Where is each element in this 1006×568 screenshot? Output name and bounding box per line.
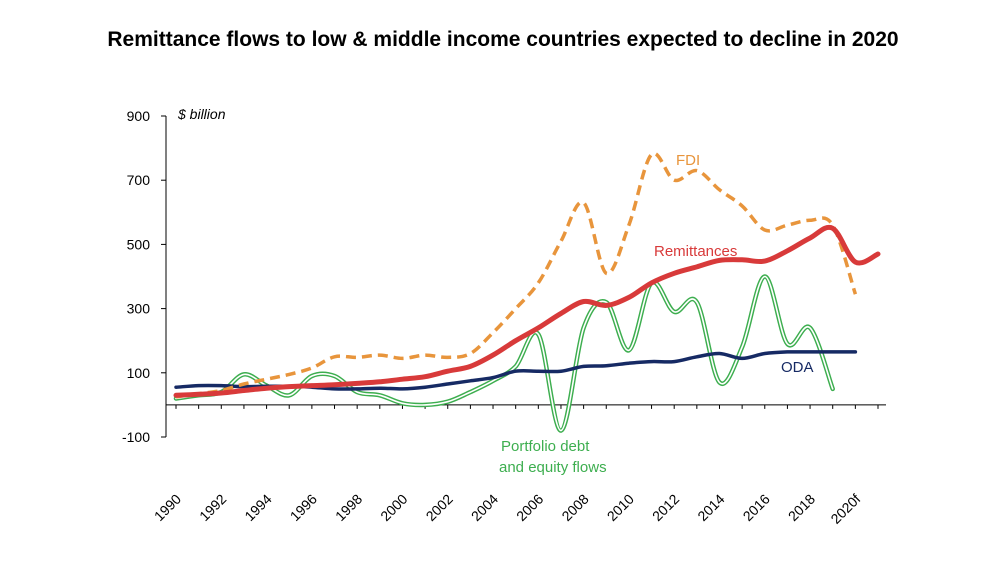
fdi-label: FDI — [676, 152, 700, 169]
y-tick-label: 700 — [127, 172, 151, 188]
x-tick-label: 1990 — [151, 491, 184, 524]
x-tick-label: 2014 — [694, 491, 727, 524]
x-tick-label: 2004 — [468, 491, 501, 524]
x-tick-label: 1996 — [287, 491, 320, 524]
x-tick-label: 2008 — [558, 491, 591, 524]
portfolio-label-line2: and equity flows — [499, 459, 607, 476]
y-tick-label: -100 — [122, 429, 150, 445]
x-tick-label: 2018 — [785, 491, 818, 524]
oda-line — [174, 350, 858, 391]
y-tick-label: 300 — [127, 301, 151, 317]
x-tick-label: 2010 — [604, 491, 637, 524]
series-remittances — [173, 224, 881, 398]
labels-layer: $ billion FDI Remittances Portfolio debt… — [177, 106, 814, 476]
portfolio-label-line1: Portfolio debt — [501, 438, 590, 455]
fdi-line — [175, 151, 858, 399]
x-tick-label: 1992 — [196, 491, 229, 524]
y-tick-label: 100 — [127, 365, 151, 381]
x-tick-label: 2016 — [740, 491, 773, 524]
portfolio-line-inner — [175, 275, 834, 432]
series-oda — [174, 350, 858, 391]
series-portfolio-debt-and-equity-flows — [173, 274, 835, 433]
chart-title: Remittance flows to low & middle income … — [107, 28, 899, 51]
x-tick-label: 1998 — [332, 491, 365, 524]
x-tick-label: 2002 — [423, 491, 456, 524]
remittances-line — [173, 224, 881, 398]
unit-label: $ billion — [177, 106, 226, 122]
x-tick-label: 2012 — [649, 491, 682, 524]
x-tick-label: 2006 — [513, 491, 546, 524]
oda-label: ODA — [781, 359, 814, 376]
x-tick-label: 2000 — [377, 491, 410, 524]
y-tick-label: 500 — [127, 236, 151, 252]
y-tick-label: 900 — [127, 108, 151, 124]
x-tick-label: 2020f — [827, 491, 863, 527]
remittances-label: Remittances — [654, 243, 737, 260]
portfolio-line-outer — [173, 274, 835, 433]
x-tick-label: 1994 — [241, 491, 274, 524]
series-fdi — [175, 151, 858, 399]
series-layer — [173, 151, 881, 433]
